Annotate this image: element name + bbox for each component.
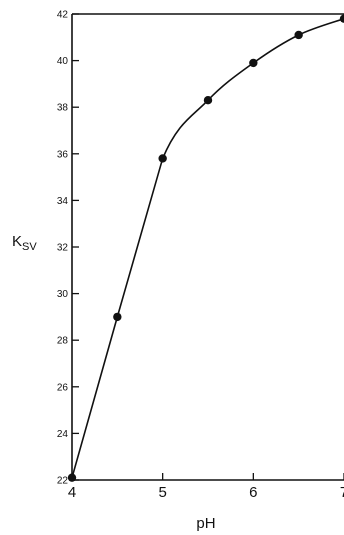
x-tick-label: 7 <box>340 484 344 501</box>
data-point <box>249 58 258 68</box>
y-tick-label: 24 <box>57 429 69 440</box>
y-tick-label: 42 <box>57 10 69 21</box>
y-tick-label: 38 <box>57 103 69 114</box>
y-axis-label: KSV <box>12 233 37 253</box>
x-axis-label: pH <box>196 515 215 532</box>
y-tick-label: 34 <box>57 196 69 207</box>
x-tick-label: 4 <box>68 484 76 501</box>
series-group <box>71 17 344 478</box>
points-group <box>67 14 344 482</box>
y-axis-label-main: K <box>12 233 22 250</box>
series-line <box>71 17 344 478</box>
y-axis-label-subscript: SV <box>22 241 37 253</box>
y-tick-label: 36 <box>57 149 69 160</box>
data-point <box>113 312 122 322</box>
y-tick-label: 26 <box>57 382 69 393</box>
axes <box>71 13 344 481</box>
data-point <box>294 30 303 40</box>
y-ticks: 22 24 26 28 30 32 34 36 38 40 42 <box>57 10 79 487</box>
x-tick-label: 5 <box>158 484 166 501</box>
y-tick-label: 32 <box>57 243 69 254</box>
y-tick-label: 30 <box>57 289 69 300</box>
data-point <box>67 473 77 482</box>
data-point <box>203 96 213 105</box>
y-tick-label: 28 <box>57 336 69 347</box>
y-tick-label: 40 <box>57 56 69 67</box>
y-tick-label: 22 <box>57 476 69 487</box>
x-tick-label: 6 <box>249 484 257 501</box>
data-point <box>158 154 167 163</box>
data-point <box>339 14 344 23</box>
x-ticks: 4 5 6 7 <box>68 473 344 501</box>
